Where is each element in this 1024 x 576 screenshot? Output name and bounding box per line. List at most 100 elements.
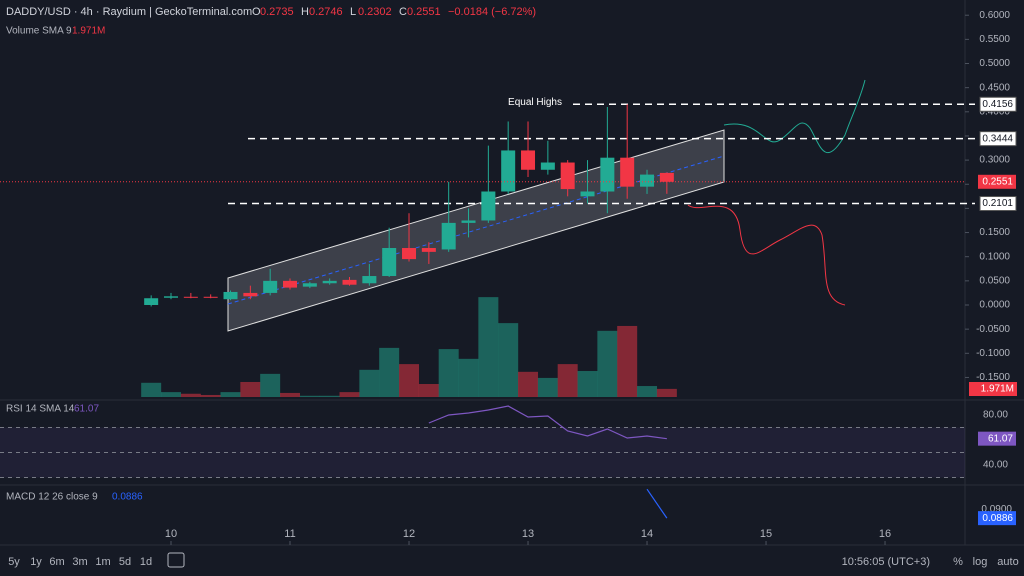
range-button[interactable]: 3m — [72, 556, 87, 568]
macd-tick-label: 0.0900 — [981, 504, 1012, 515]
price-tag — [978, 174, 1016, 189]
macd-value: 0.0886 — [112, 492, 143, 503]
y-tick-label: 0.1000 — [979, 251, 1010, 262]
range-button[interactable]: 5d — [119, 556, 131, 568]
date-range-button[interactable] — [167, 552, 185, 568]
candle-body — [620, 157, 635, 187]
level-tag — [979, 96, 1017, 112]
candle-body — [183, 296, 198, 298]
volume-sma-tag — [969, 381, 1017, 396]
volume-bar — [379, 347, 400, 397]
candle-body — [481, 191, 496, 221]
volume-bar — [478, 297, 499, 397]
toolbar: 5y 1y 6m 3m 1m 5d 1d — [8, 556, 152, 568]
level-tag-label: 0.4156 — [982, 99, 1013, 110]
candle-body — [501, 150, 516, 192]
volume-bar — [200, 394, 221, 397]
candle-body — [263, 280, 278, 293]
y-tick-label: -0.1000 — [976, 348, 1010, 359]
volume-bar — [617, 325, 638, 397]
candle-body — [203, 296, 218, 298]
range-button[interactable]: 5y — [8, 556, 20, 568]
volume-bar — [577, 371, 598, 397]
percent-button[interactable]: % — [953, 556, 963, 568]
rsi-title: RSI 14 SMA 14 — [6, 404, 75, 415]
volume-sma-value: 1.971M — [72, 26, 105, 37]
range-button[interactable]: 1d — [140, 556, 152, 568]
volume-bar — [299, 395, 320, 397]
ohlc-key: C — [399, 6, 407, 18]
x-tick-label: 11 — [284, 528, 295, 540]
x-tick-label: 12 — [403, 528, 415, 540]
x-tick-label: 15 — [760, 528, 772, 540]
y-tick-label: 0.5500 — [979, 34, 1010, 45]
candle-body — [560, 162, 575, 190]
volume-sma-tag-label: 1.971M — [981, 384, 1014, 395]
volume-bar — [240, 381, 261, 397]
y-tick-label: 0.6000 — [979, 10, 1010, 21]
volume-bar — [319, 395, 340, 397]
y-tick-label: 0.0500 — [979, 275, 1010, 286]
channel-midline — [227, 155, 725, 305]
volume-bar — [141, 382, 162, 397]
candle-body — [540, 162, 555, 170]
log-button[interactable]: log — [973, 556, 988, 568]
y-tick-label: 0.5000 — [979, 58, 1010, 69]
volume-bar — [518, 371, 539, 397]
auto-button[interactable]: auto — [997, 556, 1018, 568]
candle-body — [243, 292, 258, 297]
ohlc-change: −0.0184 (−6.72%) — [448, 6, 536, 18]
level-tag-label: 0.2101 — [982, 198, 1013, 209]
volume-bar — [220, 392, 241, 397]
x-tick-label: 14 — [641, 528, 653, 540]
volume-bar — [637, 386, 658, 397]
candle-body — [441, 222, 456, 250]
rsi-tick-label: 80.00 — [983, 410, 1008, 421]
clock: 10:56:05 (UTC+3) — [842, 556, 930, 568]
candle-body — [223, 291, 238, 300]
volume-bar — [557, 364, 578, 397]
candle-body — [382, 248, 397, 277]
y-tick-label: -0.0500 — [976, 324, 1010, 335]
rsi-value: 61.07 — [74, 404, 99, 415]
macd-tag — [978, 511, 1016, 526]
volume-bar — [498, 323, 519, 397]
ohlc-value: 0.2746 — [309, 6, 343, 18]
range-button[interactable]: 1m — [95, 556, 110, 568]
x-tick-label: 16 — [879, 528, 891, 540]
volume-bar — [418, 384, 439, 397]
range-button[interactable]: 1y — [30, 556, 42, 568]
volume-bar — [359, 369, 380, 397]
rsi-line — [428, 405, 667, 440]
y-tick-label: 0.3000 — [979, 155, 1010, 166]
x-tick-label: 13 — [522, 528, 534, 540]
ohlc-value: 0.2302 — [358, 6, 392, 18]
ohlc-value: 0.2735 — [260, 6, 294, 18]
chart-title: DADDY/USD · 4h · Raydium | GeckoTerminal… — [6, 6, 252, 18]
volume-bar — [339, 392, 360, 397]
range-button[interactable]: 6m — [49, 556, 64, 568]
level-tag-label: 0.3444 — [982, 133, 1013, 144]
volume-title: Volume SMA 9 — [6, 26, 72, 37]
volume-bar — [161, 392, 182, 397]
macd-title: MACD 12 26 close 9 — [6, 492, 98, 503]
level-tag — [979, 131, 1017, 147]
volume-bar — [438, 349, 459, 397]
price-tag-label: 0.2551 — [982, 176, 1013, 187]
plot — [0, 103, 975, 519]
rsi-tag — [978, 431, 1016, 446]
candle-body — [640, 174, 655, 187]
candle-body — [144, 298, 159, 305]
y-tick-label: 0.4000 — [979, 106, 1010, 117]
macd-line — [646, 488, 668, 519]
level-tag — [979, 196, 1017, 212]
ohlc-legend: O 0.2735 H 0.2746 L 0.2302 C 0.2551 −0.0184 (−6.… — [252, 6, 536, 18]
candle-body — [600, 157, 615, 192]
candle-body — [342, 279, 357, 285]
candle-body — [402, 248, 417, 260]
y-tick-label: 0.4500 — [979, 82, 1010, 93]
candle-body — [302, 283, 317, 287]
candle-body — [362, 276, 377, 284]
volume-bar — [280, 392, 301, 397]
